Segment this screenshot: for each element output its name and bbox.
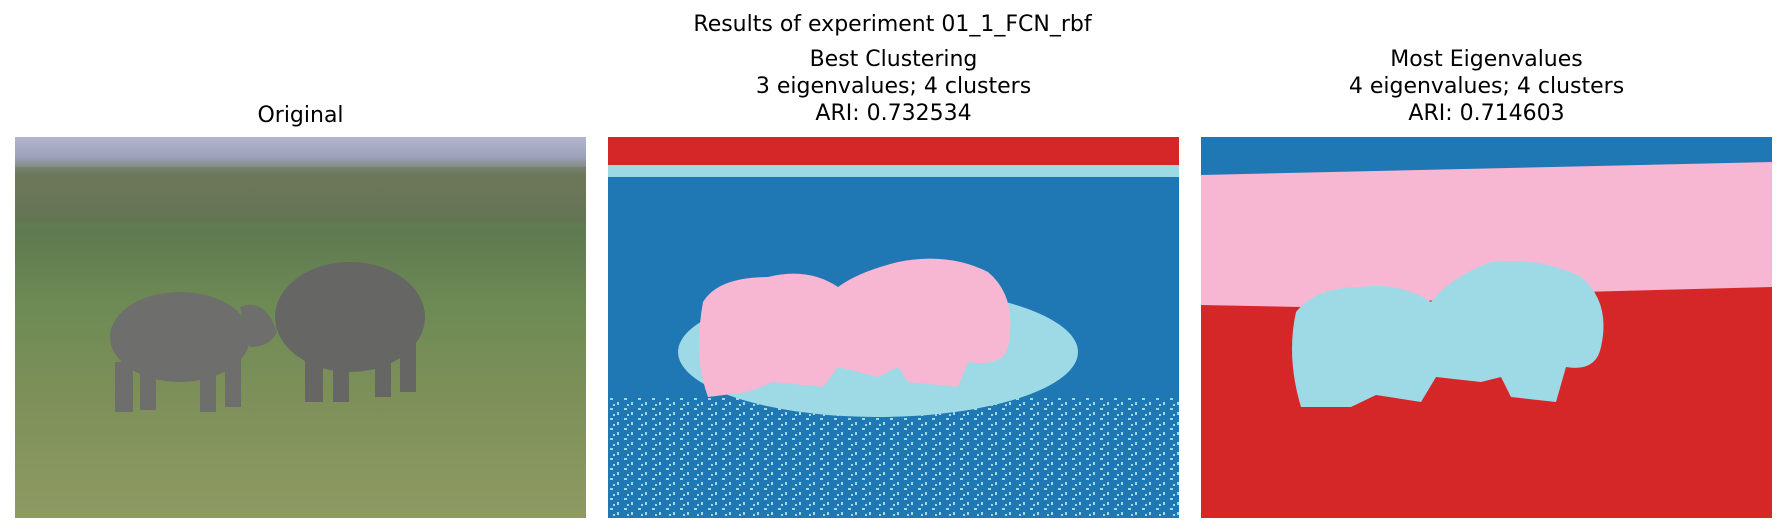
panel-title-line: ARI: 0.714603 [1408,101,1565,126]
panel-title-best: Best Clustering 3 eigenvalues; 4 cluster… [608,46,1179,127]
panel-title-line: 3 eigenvalues; 4 clusters [755,74,1032,99]
original-image [15,137,586,518]
rhino-photo [15,137,586,518]
cyan-noise [608,397,1179,518]
segmentation-map-best [608,137,1179,518]
cluster-cyan-band [608,165,1179,177]
cluster-cyan [1292,261,1604,407]
segmentation-map-most [1201,137,1772,518]
best-clustering-image [608,137,1179,518]
rhino-right [275,262,425,402]
panel-title-line: ARI: 0.732534 [815,101,972,126]
cluster-red [608,137,1179,165]
panel-title-line: 4 eigenvalues; 4 clusters [1348,74,1625,99]
rhino-left [110,292,277,412]
panel-title-line: Original [257,103,344,128]
panel-title-line: Most Eigenvalues [1390,47,1583,72]
bushes-band [15,167,586,222]
most-eigenvalues-image [1201,137,1772,518]
panel-title-line: Best Clustering [809,47,978,72]
cluster-pink [1201,162,1772,307]
cluster-pink [699,258,1011,397]
panel-title-original: Original [15,102,586,129]
figure-title: Results of experiment 01_1_FCN_rbf [693,12,1092,37]
panel-title-most: Most Eigenvalues 4 eigenvalues; 4 cluste… [1201,46,1772,127]
